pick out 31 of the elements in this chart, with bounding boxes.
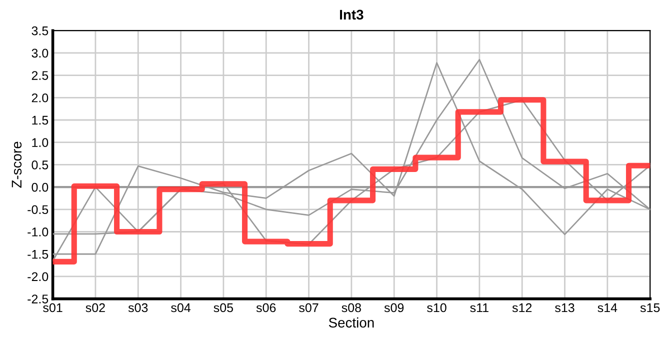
y-tick-label: 2.5	[32, 71, 48, 80]
x-tick-label: s06	[256, 303, 276, 312]
x-tick-label: s07	[299, 303, 318, 312]
y-tick-label: 0.5	[32, 160, 48, 170]
x-tick-label: s09	[384, 303, 404, 312]
x-tick-label: s13	[555, 303, 574, 312]
y-tick-label: 0.0	[32, 182, 48, 192]
y-tick-label: -1.0	[28, 228, 48, 236]
y-axis-title: Z-score	[12, 142, 22, 188]
x-tick-label: s02	[86, 303, 105, 312]
x-tick-label: s04	[171, 303, 191, 312]
y-tick-label: -0.5	[28, 205, 48, 214]
x-tick-label: s15	[640, 303, 660, 312]
chart-title: Int3	[340, 10, 364, 20]
x-tick-label: s08	[342, 303, 361, 312]
y-tick-label: 1.0	[32, 138, 48, 147]
x-tick-label: s01	[43, 303, 62, 312]
x-tick-label: s12	[512, 303, 532, 312]
y-tick-label: 1.5	[32, 116, 48, 125]
y-tick-label: 2.0	[32, 93, 48, 102]
x-tick-label: s14	[598, 303, 618, 312]
y-tick-label: -2.0	[28, 272, 48, 282]
y-tick-label: 3.5	[32, 26, 48, 36]
x-tick-label: s03	[128, 303, 148, 312]
y-tick-label: -2.5	[28, 294, 48, 304]
x-tick-label: s05	[214, 303, 234, 312]
x-tick-label: s10	[427, 303, 446, 312]
x-tick-label: s11	[470, 303, 488, 312]
x-axis-title: Section	[328, 317, 374, 328]
y-tick-label: 3.0	[32, 48, 48, 58]
y-tick-label: -1.5	[28, 250, 48, 259]
